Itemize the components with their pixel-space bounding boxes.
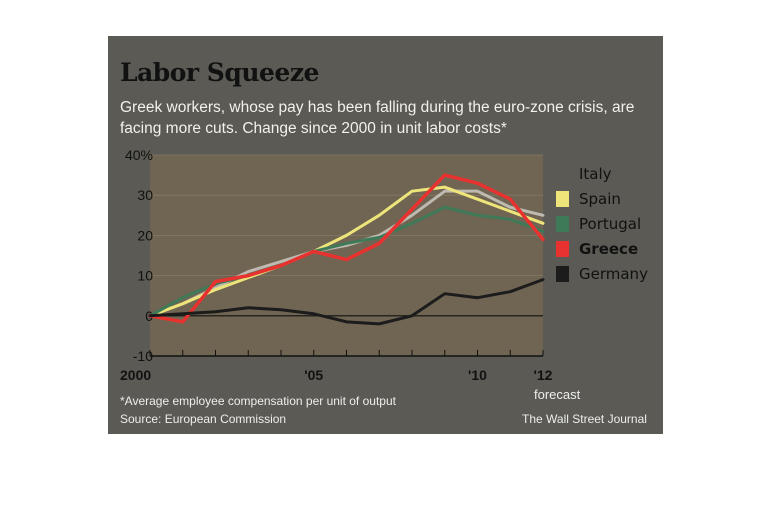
series-line-italy xyxy=(148,189,545,318)
chart-title: Labor Squeeze xyxy=(120,58,319,87)
series-line-spain xyxy=(148,185,545,318)
forecast-label: forecast xyxy=(534,387,581,402)
legend: Italy Spain Portugal Greece Germany xyxy=(556,165,648,283)
y-tick-label: 40% xyxy=(125,147,153,163)
y-tick-label: -10 xyxy=(133,348,153,364)
legend-label-greece: Greece xyxy=(579,240,638,258)
footnote: *Average employee compensation per unit … xyxy=(120,394,396,408)
series-lines xyxy=(148,173,545,326)
x-tick-label: '05 xyxy=(304,367,323,383)
legend-swatch-germany xyxy=(556,266,569,282)
legend-label-germany: Germany xyxy=(579,265,648,283)
series-line-germany xyxy=(148,278,545,326)
x-axis: 2000 '05 '10 '12 forecast xyxy=(120,350,581,402)
chart-subtitle: Greek workers, whose pay has been fallin… xyxy=(120,99,635,137)
legend-label-spain: Spain xyxy=(579,190,621,208)
y-tick-label: 30 xyxy=(137,187,153,203)
series-line-greece xyxy=(148,173,545,324)
x-tick-label: '12 xyxy=(534,367,553,383)
y-tick-label: 10 xyxy=(137,268,153,284)
legend-label-portugal: Portugal xyxy=(579,215,641,233)
source-note: Source: European Commission xyxy=(120,412,287,426)
x-tick-label: 2000 xyxy=(120,367,151,383)
legend-swatch-greece xyxy=(556,241,569,257)
legend-swatch-portugal xyxy=(556,216,569,232)
credit: The Wall Street Journal xyxy=(522,412,647,426)
y-tick-label: 20 xyxy=(137,227,153,243)
legend-label-italy: Italy xyxy=(579,165,612,183)
x-tick-label: '10 xyxy=(468,367,487,383)
legend-swatch-spain xyxy=(556,191,569,207)
